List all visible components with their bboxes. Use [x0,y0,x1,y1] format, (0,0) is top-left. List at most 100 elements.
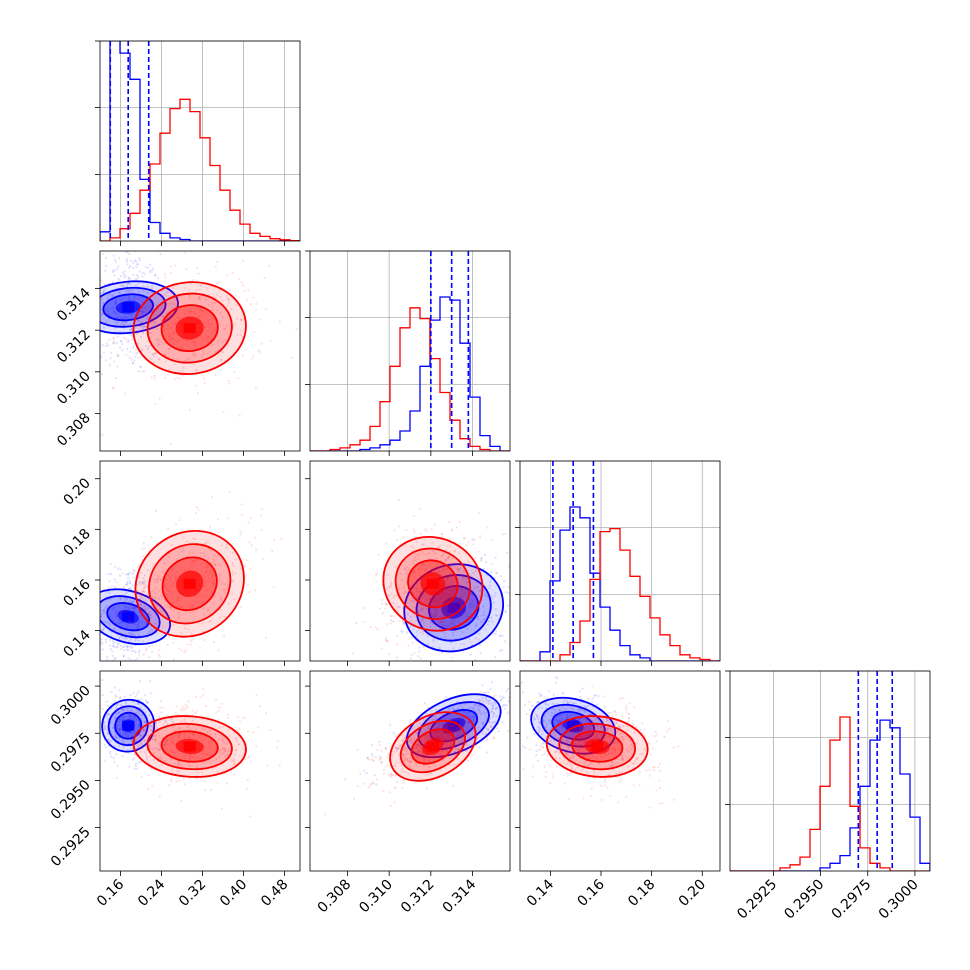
sample-point [419,631,422,634]
sample-point [130,328,133,331]
sample-point [425,553,428,556]
sample-point [112,336,115,339]
sample-point [154,622,157,625]
sample-point [466,729,469,732]
sample-point [405,758,409,761]
sample-point [201,601,204,604]
sample-point [480,556,483,560]
sample-point [143,750,146,754]
sample-point [241,354,244,357]
sample-point [104,269,107,272]
red-histogram [730,716,930,871]
sample-point [412,672,414,674]
sample-point [106,344,110,347]
sample-point [190,632,193,635]
sample-point [537,700,540,704]
sample-point [595,757,599,760]
sample-point [208,303,211,306]
sample-point [148,656,151,659]
sample-point [537,721,541,724]
sample-point [130,709,133,713]
sample-point [231,573,234,576]
sample-point [429,562,432,565]
sample-point [441,620,444,623]
sample-point [108,740,111,743]
sample-point [148,744,151,748]
sample-point [430,567,433,571]
sample-point [187,567,190,571]
sample-point [170,607,173,611]
sample-point [130,731,133,734]
joint-panel [100,679,281,818]
sample-point [441,724,444,728]
sample-point [433,614,436,617]
sample-point [474,703,477,707]
sample-point [648,806,651,809]
sample-point [655,740,658,743]
sample-point [118,724,121,727]
sample-point [185,339,188,342]
sample-point [183,569,186,572]
sample-point [609,745,612,748]
joint-panel [351,498,516,674]
sample-point [197,307,200,310]
sample-point [371,758,374,761]
sample-point [620,757,623,760]
sample-point [110,351,113,354]
sample-point [492,713,495,716]
sample-point [418,507,421,510]
sample-point [608,773,611,777]
sample-point [575,745,578,749]
sample-point [210,323,213,326]
sample-point [633,731,636,735]
sample-point [559,720,562,723]
sample-point [549,736,552,739]
sample-point [164,759,167,762]
sample-point [133,716,136,719]
sample-point [409,719,412,722]
sample-point [454,750,457,753]
sample-point [214,563,217,567]
sample-point [469,653,472,657]
sample-point [614,713,618,716]
sample-point [465,713,468,716]
sample-point [553,734,557,737]
x-tick-label: 0.310 [356,877,396,917]
sample-point [192,560,196,563]
sample-point [86,321,88,323]
sample-point [462,570,465,573]
sample-point [129,732,132,735]
sample-point [538,692,541,695]
sample-point [434,709,438,712]
sample-point [131,646,134,649]
sample-point [574,746,577,750]
sample-point [581,687,584,690]
sample-point [128,600,131,603]
sample-point [103,743,106,746]
sample-point [144,314,147,317]
sample-point [197,771,200,774]
sample-point [132,691,135,694]
sample-point [409,727,412,730]
sample-point [485,732,488,735]
sample-point [125,680,127,682]
sample-point [115,581,118,584]
sample-point [194,695,197,698]
sample-point [397,753,401,756]
sample-point [224,339,227,342]
sample-point [523,703,527,707]
sample-point [446,744,449,747]
sample-point [514,550,516,552]
sample-point [238,414,241,417]
sample-point [194,537,197,541]
sample-point [106,309,109,312]
sample-point [143,585,146,589]
sample-point [482,617,485,621]
sample-point [567,753,570,756]
sample-point [441,750,444,753]
sample-point [378,743,381,746]
sample-point [500,733,502,735]
sample-point [135,266,138,269]
sample-point [174,264,177,267]
sample-point [413,600,416,603]
